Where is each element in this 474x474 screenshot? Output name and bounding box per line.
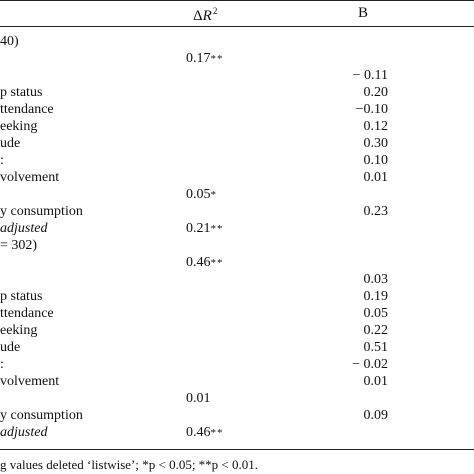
b-coefficient-value: 0.09 <box>363 408 389 423</box>
delta-r-squared-number: 0.21 <box>186 221 211 236</box>
delta-r-squared-number: 0.01 <box>186 391 211 406</box>
significance-marker: ** <box>210 427 224 439</box>
b-coefficient-value: 0.03 <box>363 272 389 287</box>
b-coefficient-value: 0.30 <box>363 136 389 151</box>
table-footnote: g values deleted ‘listwise’; *p < 0.05; … <box>0 457 259 472</box>
row-label: eeking <box>0 323 38 338</box>
b-coefficient-value: −0.10 <box>355 102 388 117</box>
significance-marker: * <box>210 189 217 201</box>
b-coefficient-value: 0.10 <box>363 153 389 168</box>
b-coefficient-value: 0.51 <box>363 340 389 355</box>
row-label: 40) <box>0 34 19 49</box>
delta-r-squared-number: 0.46 <box>186 255 211 270</box>
b-coefficient-value: 0.19 <box>363 289 389 304</box>
significance-marker: ** <box>210 257 224 269</box>
row-label: : <box>0 357 4 372</box>
row-label: = 302) <box>0 238 38 253</box>
b-coefficient-value: − 0.02 <box>352 357 388 372</box>
row-label: ttendance <box>0 306 54 321</box>
row-label: p status <box>0 289 43 304</box>
row-label: : <box>0 153 4 168</box>
header-bottom-rule <box>0 26 474 27</box>
row-label: volvement <box>0 374 60 389</box>
delta-r-squared-value: 0.46** <box>186 255 224 271</box>
row-label: adjusted <box>0 221 48 236</box>
row-label: ttendance <box>0 102 54 117</box>
table-top-rule <box>0 0 474 1</box>
significance-marker: ** <box>210 223 224 235</box>
delta-r-squared-value: 0.05* <box>186 187 217 203</box>
b-coefficient-value: 0.12 <box>363 119 389 134</box>
delta-r-squared-value: 0.46** <box>186 425 224 441</box>
b-header: B <box>358 5 369 21</box>
delta-r-squared-number: 0.46 <box>186 425 211 440</box>
r-superscript: 2 <box>212 6 218 16</box>
b-coefficient-value: 0.23 <box>363 204 389 219</box>
significance-marker: ** <box>210 53 224 65</box>
b-coefficient-value: − 0.11 <box>352 68 388 83</box>
b-coefficient-value: 0.22 <box>363 323 389 338</box>
r-symbol: R <box>202 8 212 24</box>
row-label: y consumption <box>0 408 83 423</box>
delta-symbol: Δ <box>193 8 203 24</box>
delta-r-squared-value: 0.01 <box>186 391 211 407</box>
row-label: ude <box>0 136 21 151</box>
b-coefficient-value: 0.01 <box>363 374 389 389</box>
table-bottom-rule <box>0 449 474 450</box>
b-coefficient-value: 0.20 <box>363 85 389 100</box>
b-coefficient-value: 0.05 <box>363 306 389 321</box>
row-label: ude <box>0 340 21 355</box>
row-label: adjusted <box>0 425 48 440</box>
row-label: eeking <box>0 119 38 134</box>
row-label: volvement <box>0 170 60 185</box>
delta-r-squared-number: 0.17 <box>186 51 211 66</box>
row-label: y consumption <box>0 204 83 219</box>
delta-r-squared-value: 0.21** <box>186 221 224 237</box>
row-label: p status <box>0 85 43 100</box>
delta-r-squared-value: 0.17** <box>186 51 224 67</box>
b-coefficient-value: 0.01 <box>363 170 389 185</box>
delta-r-squared-header: ΔR2 <box>193 3 217 24</box>
delta-r-squared-number: 0.05 <box>186 187 211 202</box>
